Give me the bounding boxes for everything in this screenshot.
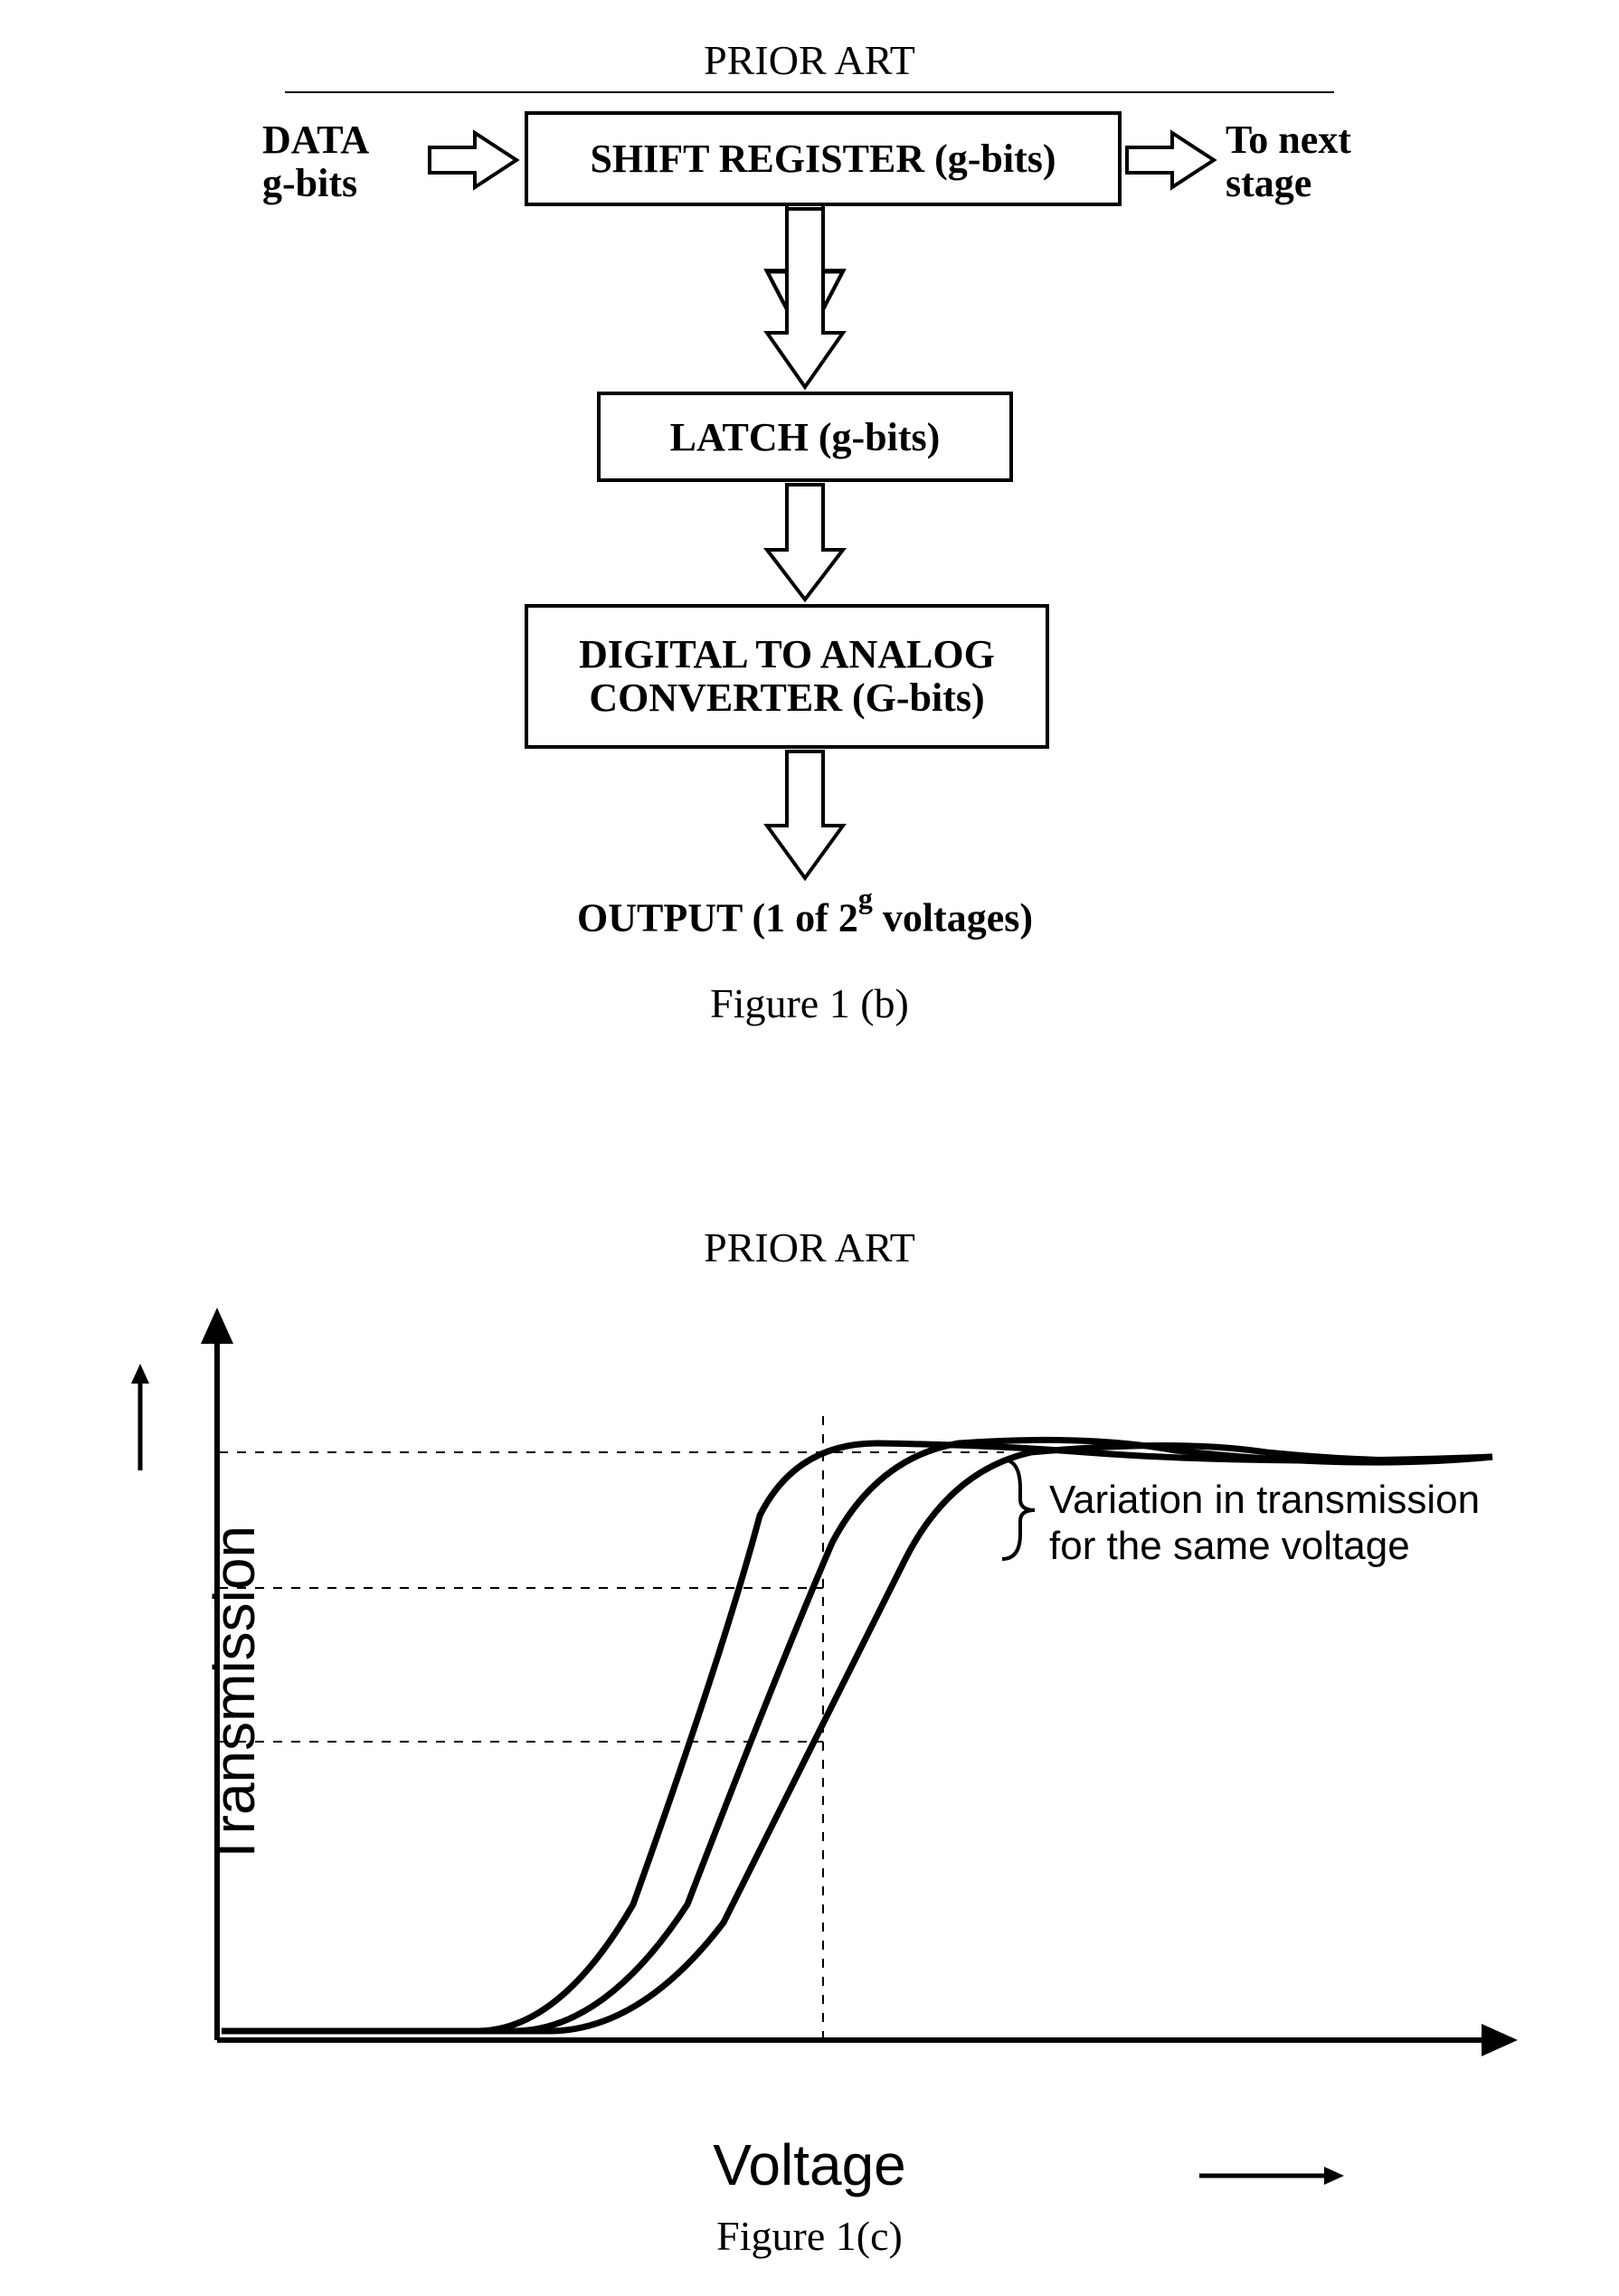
output-label: OUTPUT (1 of 2g voltages) (534, 891, 1076, 941)
figure-1b: PRIOR ART DATA (90, 36, 1529, 1061)
data-input-line2: g-bits (262, 161, 357, 205)
brace-icon (1002, 1460, 1035, 1559)
prior-art-label-c: PRIOR ART (90, 1224, 1529, 1271)
annotation-line2: for the same voltage (1049, 1524, 1410, 1568)
prior-art-label-b: PRIOR ART (90, 36, 1529, 84)
chart-container: Transmission Voltage Variation in transm… (90, 1290, 1529, 2121)
shift-register-box: SHIFT REGISTER (g-bits) (525, 111, 1122, 206)
x-axis-arrowhead (1482, 2024, 1518, 2056)
arrow-2-3 (767, 485, 843, 600)
data-input-line1: DATA (262, 118, 369, 162)
figure-1b-caption: Figure 1 (b) (90, 979, 1529, 1027)
dac-text-line1: DIGITAL TO ANALOG (579, 633, 995, 676)
output-sup: g (858, 882, 873, 914)
arrow-data-in (430, 133, 516, 187)
output-pre: OUTPUT (1 of 2 (577, 896, 858, 940)
transmission-chart (90, 1290, 1529, 2121)
latch-text: LATCH (g-bits) (670, 414, 941, 460)
x-axis-label: Voltage (713, 2131, 906, 2198)
figure-1c: PRIOR ART Transmission Voltage (90, 1224, 1529, 2260)
divider-line (285, 91, 1334, 93)
shift-register-text: SHIFT REGISTER (g-bits) (590, 136, 1056, 182)
output-post: voltages) (873, 896, 1033, 940)
arrow-1-2 (767, 209, 843, 387)
y-axis-direction-arrow (128, 1362, 152, 1484)
dac-text-line2: CONVERTER (G-bits) (589, 676, 984, 720)
x-axis-direction-arrow (1194, 2164, 1348, 2192)
to-next-line2: stage (1226, 161, 1311, 205)
figure-1c-caption: Figure 1(c) (90, 2212, 1529, 2260)
to-next-stage-label: To next stage (1226, 118, 1351, 206)
y-axis-label: Transmission (201, 1526, 268, 1867)
latch-box: LATCH (g-bits) (597, 392, 1013, 482)
to-next-line1: To next (1226, 118, 1351, 162)
variation-annotation: Variation in transmission for the same v… (1049, 1478, 1480, 1569)
arrow-3-out (767, 751, 843, 878)
y-axis-arrowhead (201, 1308, 233, 1344)
flowchart: DATA g-bits SHIFT REGISTER (g-bits) To n… (90, 111, 1529, 1061)
arrow-to-next-stage (1127, 133, 1214, 187)
dac-box: DIGITAL TO ANALOG CONVERTER (G-bits) (525, 604, 1049, 749)
data-input-label: DATA g-bits (262, 118, 369, 206)
annotation-line1: Variation in transmission (1049, 1478, 1480, 1522)
